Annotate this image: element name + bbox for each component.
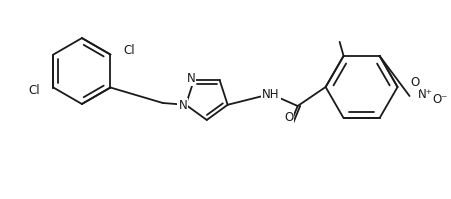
Text: N⁺: N⁺ xyxy=(418,88,433,100)
Text: O⁻: O⁻ xyxy=(433,94,448,106)
Text: N: N xyxy=(186,72,195,85)
Text: Cl: Cl xyxy=(124,44,135,57)
Text: O: O xyxy=(410,75,419,89)
Text: NH: NH xyxy=(262,88,280,100)
Text: O: O xyxy=(284,111,293,125)
Text: N: N xyxy=(179,99,187,112)
Text: Cl: Cl xyxy=(29,84,41,97)
